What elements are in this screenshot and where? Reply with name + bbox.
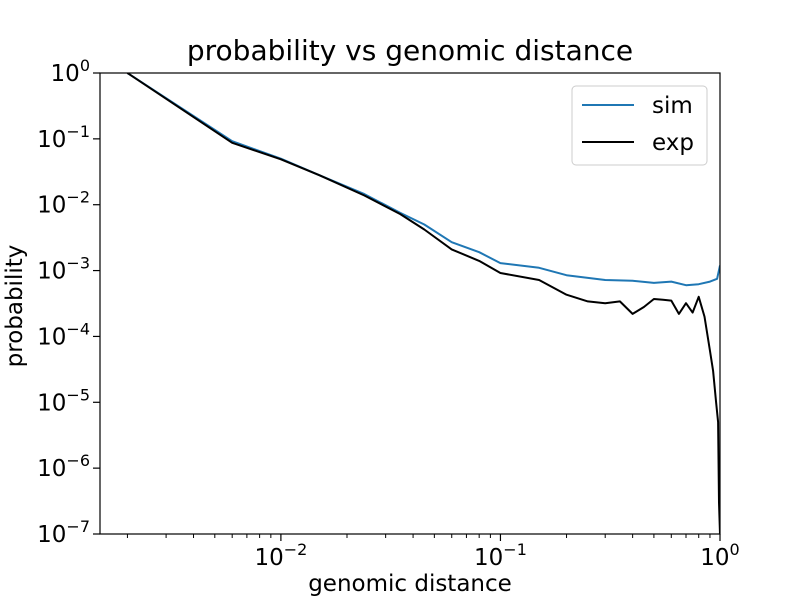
plot-frame	[99, 72, 721, 535]
legend-label-exp: exp	[652, 130, 694, 156]
y-tick-label: 10−3	[37, 254, 90, 285]
y-tick-label: 10−1	[37, 122, 90, 153]
y-tick-label: 10−5	[37, 385, 90, 416]
x-tick-label: 10−2	[254, 540, 307, 571]
y-tick-label: 100	[51, 56, 90, 87]
y-tick-label: 10−2	[37, 188, 90, 219]
series-line-exp	[126, 73, 720, 534]
y-tick-label: 10−6	[37, 451, 90, 482]
y-tick-label: 10−7	[37, 517, 90, 548]
x-tick-label: 10−1	[474, 540, 527, 571]
chart-title: probability vs genomic distance	[186, 34, 634, 67]
x-axis-label: genomic distance	[308, 571, 512, 597]
legend-label-sim: sim	[652, 93, 693, 119]
x-tick-label: 100	[700, 540, 739, 571]
y-axis-label: probability	[2, 244, 28, 368]
y-tick-label: 10−4	[37, 319, 90, 350]
